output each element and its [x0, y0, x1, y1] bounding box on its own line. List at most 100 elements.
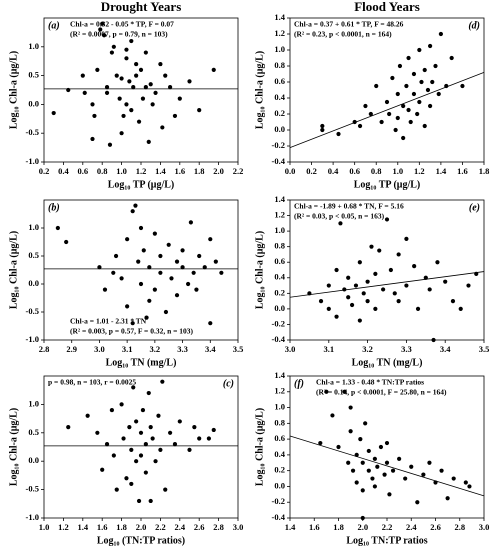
- panel-label: (c): [223, 378, 234, 389]
- x-axis-title: Log₁₀ (TN:TP ratios): [97, 535, 185, 546]
- point: [111, 270, 116, 275]
- x-tick-label: 0.4: [328, 166, 339, 176]
- point: [365, 279, 370, 284]
- point: [433, 480, 438, 485]
- y-tick-label: 1.0: [274, 225, 285, 235]
- point: [346, 460, 351, 465]
- x-tick-label: 1.6: [309, 522, 320, 532]
- y-tick-label: -1.0: [26, 334, 39, 344]
- point: [404, 83, 409, 89]
- plot-frame: [43, 199, 239, 341]
- point: [186, 281, 191, 287]
- point: [124, 476, 129, 481]
- y-tick-label: -0.4: [272, 512, 286, 522]
- point: [463, 480, 468, 485]
- point: [460, 83, 465, 89]
- point: [338, 221, 343, 226]
- point: [124, 47, 129, 52]
- point: [417, 47, 422, 53]
- point: [192, 425, 197, 430]
- x-tick-label: 1.8: [333, 522, 344, 532]
- y-axis-title: Log₁₀ Chl-a (μg/L): [254, 51, 265, 129]
- point: [439, 468, 444, 473]
- point: [368, 111, 373, 117]
- point: [423, 275, 428, 280]
- x-tick-label: 3.1: [122, 344, 133, 354]
- point: [346, 275, 351, 280]
- point: [353, 283, 359, 288]
- point: [202, 265, 207, 270]
- point: [119, 276, 124, 281]
- x-tick-label: 2.0: [357, 522, 368, 532]
- point: [415, 111, 420, 117]
- x-tick-label: 3.4: [205, 344, 216, 354]
- y-axis-title: Log₁₀ Chl-a (μg/L): [8, 51, 19, 129]
- point: [435, 260, 440, 265]
- x-tick-label: 1.0: [116, 166, 127, 176]
- y-axis-title: Log₁₀ Chl-a (μg/L): [254, 408, 265, 486]
- point: [326, 306, 331, 311]
- annotation: p = 0.98, n = 103, r = 0.0025: [48, 378, 136, 387]
- point: [318, 440, 323, 446]
- y-tick-label: 0.4: [274, 92, 285, 102]
- point: [318, 299, 324, 304]
- point: [143, 442, 148, 447]
- point: [172, 113, 178, 119]
- point: [428, 103, 433, 109]
- point: [197, 436, 202, 441]
- y-tick-label: 1.0: [274, 44, 285, 54]
- x-tick-label: 2.4: [174, 522, 185, 532]
- x-tick-label: 0.6: [349, 166, 360, 176]
- point: [174, 259, 180, 264]
- x-tick-label: 2.8: [454, 522, 465, 532]
- point: [90, 102, 95, 107]
- point: [422, 67, 427, 73]
- point: [124, 102, 129, 107]
- y-tick-label: 0.2: [274, 465, 285, 475]
- point: [397, 456, 402, 461]
- point: [100, 467, 105, 472]
- point: [152, 231, 157, 236]
- point: [130, 209, 135, 214]
- point: [334, 267, 339, 273]
- point: [395, 115, 400, 121]
- x-tick-label: 1.8: [194, 166, 205, 176]
- point: [397, 63, 403, 69]
- x-tick-label: 3.4: [440, 344, 451, 354]
- point: [443, 279, 448, 284]
- point: [138, 67, 144, 72]
- point: [336, 444, 341, 450]
- point: [148, 82, 153, 87]
- x-tick-label: 0.8: [371, 166, 382, 176]
- y-tick-label: 0.2: [274, 287, 285, 297]
- y-tick-label: 0.0: [274, 124, 285, 134]
- point: [169, 276, 174, 281]
- point: [415, 306, 421, 311]
- point: [143, 85, 148, 90]
- annotation: Chl-a = 1.01 - 2.31 * TN: [70, 317, 147, 326]
- point: [354, 480, 359, 485]
- point: [111, 44, 116, 49]
- panel-label: (f): [294, 378, 304, 389]
- x-tick-label: 2.8: [213, 522, 224, 532]
- point: [396, 252, 401, 257]
- y-tick-label: 0.0: [28, 278, 39, 288]
- point: [156, 413, 161, 418]
- y-tick-label: 1.2: [274, 386, 285, 396]
- point: [143, 50, 148, 55]
- point: [158, 61, 163, 67]
- x-tick-label: 1.2: [136, 166, 147, 176]
- x-tick-label: 2.2: [233, 166, 244, 176]
- y-tick-label: 0.5: [28, 250, 39, 260]
- panel-label: (d): [468, 20, 480, 31]
- y-tick-label: 0.0: [274, 303, 285, 313]
- fit-line: [289, 72, 485, 148]
- x-tick-label: 3.0: [94, 344, 105, 354]
- point: [127, 425, 132, 430]
- point: [396, 299, 401, 304]
- point: [51, 110, 56, 116]
- point: [138, 281, 144, 287]
- point: [358, 437, 363, 442]
- point: [131, 85, 136, 90]
